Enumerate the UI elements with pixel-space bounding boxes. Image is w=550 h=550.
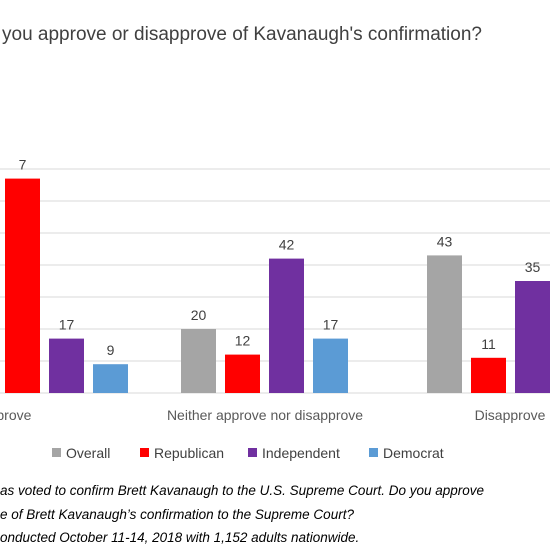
footnote-line-1: as voted to confirm Brett Kavanaugh to t… <box>0 483 485 498</box>
category-label: Neither approve nor disapprove <box>167 407 363 423</box>
bar-republican <box>5 178 40 393</box>
legend-label-republican: Republican <box>154 445 224 461</box>
bar-overall <box>181 329 216 393</box>
data-label: 7 <box>19 157 27 173</box>
legend-label-overall: Overall <box>66 445 110 461</box>
data-label: 43 <box>437 233 453 249</box>
data-label: 12 <box>235 333 251 349</box>
chart-title: you approve or disapprove of Kavanaugh's… <box>2 24 482 45</box>
legend: Overall Republican Independent Democrat <box>52 445 444 461</box>
category-labels: pprove Neither approve nor disapprove Disa… <box>0 407 546 423</box>
value-labels: 7 17 9 20 12 42 17 43 11 35 <box>19 157 541 359</box>
footnote-line-2: e of Brett Kavanaugh’s confirmation to t… <box>0 507 354 522</box>
legend-swatch-overall <box>52 448 61 457</box>
legend-swatch-democrat <box>369 448 378 457</box>
bar-republican <box>225 354 260 393</box>
bar-overall <box>427 255 462 393</box>
category-label: Disapprove <box>475 407 546 423</box>
bars <box>5 178 550 393</box>
bar-democrat <box>313 338 348 393</box>
footnote-line-3: onducted October 11-14, 2018 with 1,152 … <box>0 530 360 545</box>
data-label: 11 <box>481 336 496 352</box>
bar-independent <box>49 338 84 393</box>
bar-democrat <box>93 364 128 393</box>
bar-republican <box>471 357 506 393</box>
legend-swatch-republican <box>140 448 149 457</box>
legend-label-democrat: Democrat <box>383 445 444 461</box>
data-label: 35 <box>525 259 541 275</box>
legend-label-independent: Independent <box>262 445 340 461</box>
category-label: pprove <box>0 407 32 423</box>
data-label: 20 <box>191 307 207 323</box>
data-label: 42 <box>279 237 295 253</box>
legend-swatch-independent <box>248 448 257 457</box>
bar-independent <box>515 281 550 393</box>
bar-independent <box>269 258 304 393</box>
data-label: 9 <box>107 342 115 358</box>
data-label: 17 <box>323 317 339 333</box>
data-label: 17 <box>59 317 75 333</box>
